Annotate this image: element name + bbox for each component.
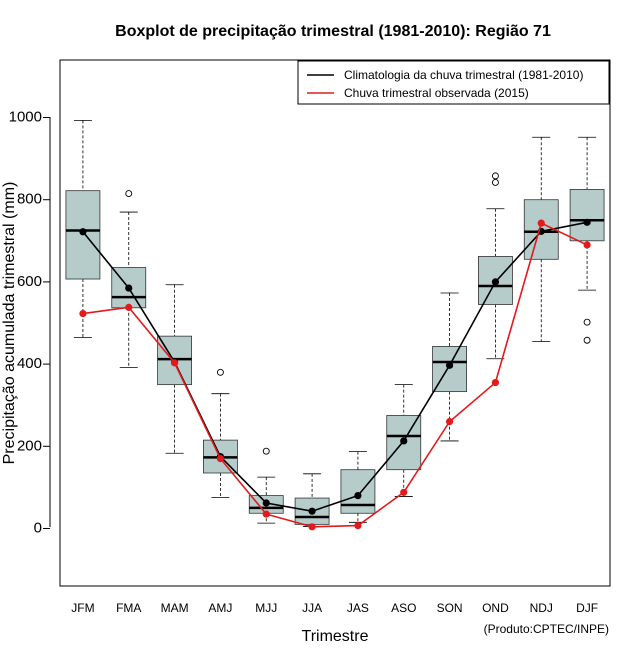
x-tick-label: FMA	[116, 601, 141, 615]
series-point	[79, 309, 87, 318]
x-axis-label: Trimestre	[302, 628, 369, 645]
series-point	[583, 241, 591, 249]
outlier-point	[262, 447, 270, 455]
series-point	[583, 218, 591, 226]
x-tick-label: ASO	[391, 601, 416, 615]
series-point	[308, 523, 316, 531]
series-point	[537, 219, 545, 227]
y-axis: 0 200 400 600 800 1000	[9, 109, 51, 536]
x-tick-label: OND	[482, 601, 509, 615]
outlier-point	[491, 172, 499, 180]
box-jas	[340, 451, 376, 523]
legend: Climatologia da chuva trimestral (1981-2…	[297, 60, 610, 105]
y-tick-label: 600	[17, 273, 42, 290]
series-point	[445, 418, 454, 426]
series-climatology	[79, 218, 591, 515]
boxes-group	[65, 120, 605, 527]
x-tick-label: JAS	[347, 601, 369, 615]
x-tick-label: MAM	[161, 601, 189, 615]
x-axis: JFM FMA MAM AMJ MJJ JJA JAS ASO SON OND NDJ DJF	[71, 601, 598, 615]
iqr-box	[569, 189, 605, 242]
series-observed	[79, 219, 591, 531]
x-tick-label: JFM	[71, 601, 94, 615]
series-point	[262, 499, 270, 507]
outlier-point	[491, 179, 499, 186]
box-jja	[294, 473, 330, 527]
box-mam	[157, 284, 192, 454]
credit-text: (Produto:CPTEC/INPE)	[484, 622, 609, 636]
series-point	[216, 455, 225, 463]
x-tick-label: AMJ	[208, 601, 232, 615]
series-point	[125, 284, 133, 292]
chart-title: Boxplot de precipitação trimestral (1981…	[115, 23, 551, 40]
legend-label-climatology: Climatologia da chuva trimestral (1981-2…	[344, 68, 583, 82]
y-tick-label: 800	[17, 191, 42, 208]
series-point	[79, 228, 87, 236]
series-point	[125, 303, 133, 311]
legend-box	[297, 60, 610, 105]
y-tick-label: 0	[34, 519, 42, 536]
series-point	[400, 437, 408, 445]
x-tick-label: MJJ	[255, 601, 277, 615]
box-ond	[478, 172, 513, 360]
box-djf	[569, 136, 605, 344]
series-point	[354, 521, 362, 530]
plot-frame	[59, 59, 611, 587]
outlier-point	[583, 336, 591, 344]
y-axis-label: Precipitação acumulada trimestral (mm)	[1, 182, 18, 465]
series-point	[308, 507, 316, 515]
series-point	[354, 491, 362, 500]
outlier-point	[583, 318, 591, 326]
series-point	[491, 278, 500, 286]
y-tick-label: 200	[17, 437, 42, 454]
series-point	[445, 361, 454, 369]
y-tick-label: 400	[17, 355, 42, 372]
series-point	[170, 359, 179, 367]
series-point	[491, 378, 500, 387]
box-ndj	[523, 136, 559, 342]
outlier-point	[125, 190, 133, 198]
y-tick-label: 1000	[9, 109, 42, 126]
x-tick-label: JJA	[302, 601, 322, 615]
series-line	[82, 221, 588, 513]
series-point	[262, 510, 270, 518]
iqr-box	[340, 469, 376, 514]
outlier-point	[216, 368, 224, 376]
box-fma	[111, 190, 147, 368]
series-lines-group	[79, 218, 591, 531]
legend-label-observed: Chuva trimestral observada (2015)	[344, 86, 529, 100]
x-tick-label: SON	[437, 601, 463, 615]
box-son	[432, 292, 467, 442]
x-tick-label: DJF	[576, 601, 598, 615]
series-line	[82, 222, 588, 528]
series-point	[400, 488, 408, 496]
x-tick-label: NDJ	[530, 601, 553, 615]
